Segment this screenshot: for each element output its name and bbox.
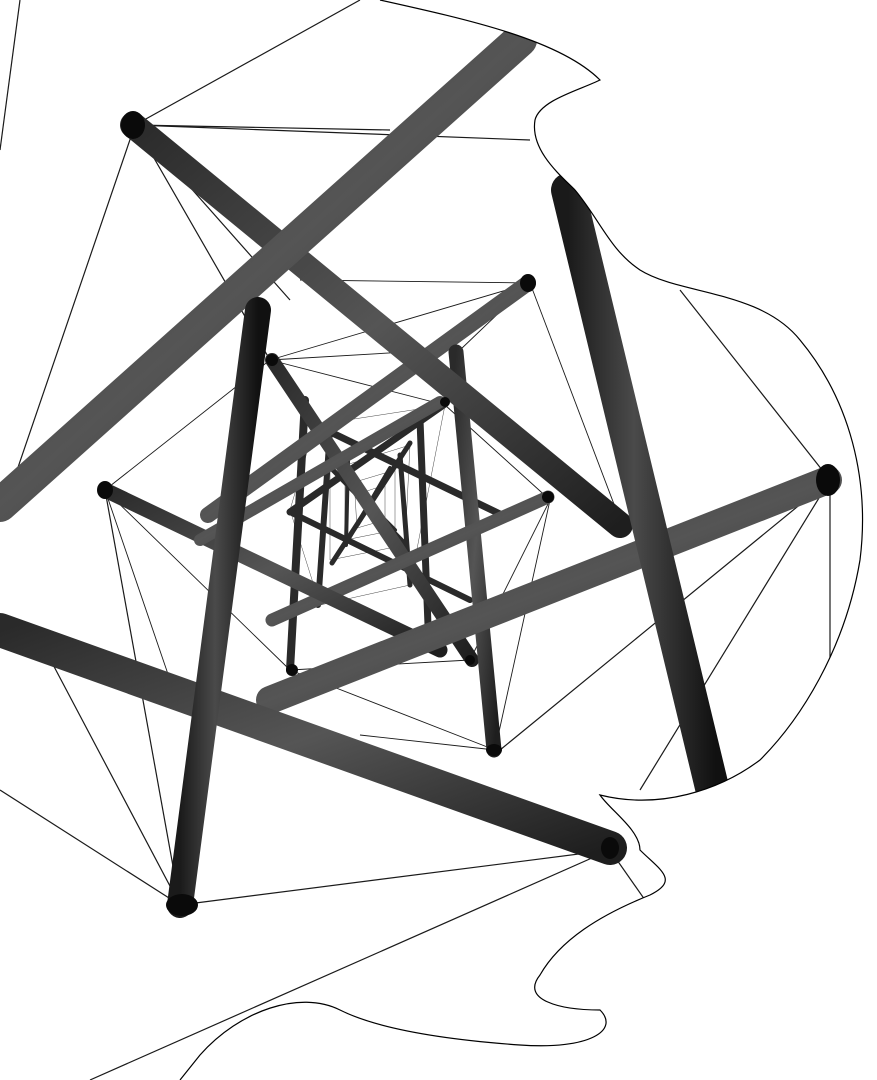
rod-end-caps xyxy=(97,111,840,916)
middle-rods xyxy=(97,275,555,758)
cutout-outline xyxy=(179,0,864,1080)
outer-rods xyxy=(0,23,842,918)
